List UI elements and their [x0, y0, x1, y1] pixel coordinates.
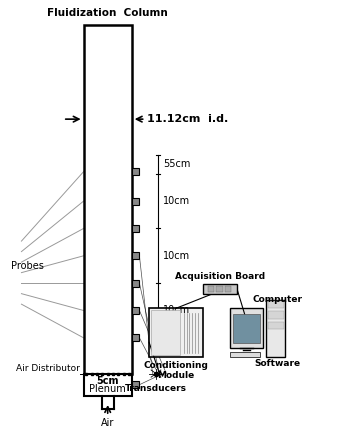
- Bar: [132, 280, 139, 286]
- Bar: [84, 374, 132, 396]
- Bar: [132, 307, 139, 314]
- Text: Fluidization  Column: Fluidization Column: [47, 8, 168, 18]
- Bar: [230, 352, 259, 357]
- Text: 10cm: 10cm: [163, 251, 190, 261]
- Text: Software: Software: [255, 359, 301, 368]
- Text: Probes: Probes: [11, 261, 44, 271]
- Bar: [132, 252, 139, 259]
- Text: 5cm: 5cm: [96, 376, 119, 386]
- Bar: [233, 314, 260, 343]
- Text: 55cm: 55cm: [163, 160, 190, 169]
- Bar: [151, 310, 180, 355]
- Text: Transducers: Transducers: [125, 384, 187, 393]
- Bar: [84, 25, 132, 374]
- Text: Acquisition Board: Acquisition Board: [175, 272, 265, 281]
- Text: 10cm: 10cm: [163, 305, 190, 316]
- Bar: [132, 335, 139, 341]
- Bar: [202, 284, 237, 294]
- Text: Computer: Computer: [253, 295, 303, 304]
- Bar: [266, 300, 285, 357]
- Bar: [132, 198, 139, 205]
- Text: Plenum: Plenum: [89, 384, 126, 394]
- Text: 11.12cm  i.d.: 11.12cm i.d.: [147, 114, 229, 124]
- Text: Air Distributor: Air Distributor: [16, 364, 80, 373]
- Bar: [268, 301, 284, 308]
- Text: 10cm: 10cm: [163, 196, 190, 206]
- Bar: [149, 308, 202, 357]
- Bar: [132, 225, 139, 232]
- Bar: [230, 308, 263, 348]
- Bar: [225, 286, 231, 292]
- Bar: [132, 168, 139, 175]
- Text: Conditioning
Module: Conditioning Module: [143, 361, 208, 381]
- Bar: [268, 311, 284, 319]
- Bar: [268, 322, 284, 329]
- Bar: [132, 381, 139, 388]
- Bar: [208, 286, 214, 292]
- Text: Air: Air: [101, 418, 114, 428]
- Bar: [216, 286, 223, 292]
